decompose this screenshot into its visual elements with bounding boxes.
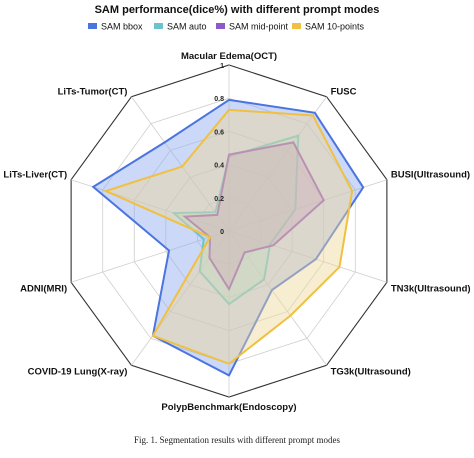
axis-label: LiTs-Tumor(CT) (58, 87, 128, 98)
series-layer (91, 98, 365, 377)
legend: SAM bbox SAM auto SAM mid-point SAM 10-poin… (88, 22, 365, 32)
grid-spoke (228, 96, 327, 232)
legend-label: SAM bbox (101, 22, 143, 32)
tick-label: 0.6 (214, 129, 224, 136)
axis-label: LiTs-Liver(CT) (3, 170, 67, 181)
legend-label: SAM auto (167, 22, 207, 32)
axis-label: Macular Edema(OCT) (181, 51, 277, 62)
axis-label: ADNI(MRI) (20, 283, 67, 294)
chart-title: SAM performance(dice%) with different pr… (95, 4, 380, 16)
legend-swatch (154, 23, 163, 29)
grid-spoke (131, 230, 230, 366)
axis-label: TG3k(Ultrasound) (331, 366, 411, 377)
legend-label: SAM 10-points (305, 22, 365, 32)
grid-spoke (131, 96, 230, 232)
legend-swatch (88, 23, 97, 29)
figure-caption: Fig. 1. Segmentation results with differ… (134, 435, 341, 445)
series-area-sam-auto (171, 134, 300, 306)
tick-label: 0.4 (214, 163, 224, 170)
series-area-sam-10-points (103, 108, 354, 365)
grid-spoke (228, 230, 387, 283)
axis-label: FUSC (331, 87, 357, 98)
axis-labels: Macular Edema(OCT) FUSC BUSI(Ultrasound) TN… (3, 51, 470, 413)
series-area-sam-mid-point (182, 141, 325, 292)
grid-spoke (228, 179, 387, 232)
grid-spoke (71, 179, 230, 232)
axis-label: PolypBenchmark(Endoscopy) (161, 402, 296, 413)
tick-label: 0 (220, 229, 224, 236)
radial-ticks: 0 0.2 0.4 0.6 0.8 1 (214, 63, 224, 236)
axis-label: BUSI(Ultrasound) (391, 170, 470, 181)
legend-swatch (216, 23, 225, 29)
legend-label: SAM mid-point (229, 22, 289, 32)
legend-swatch (292, 23, 301, 29)
axis-label: COVID-19 Lung(X-ray) (28, 366, 128, 377)
radar-grid (70, 64, 388, 398)
axis-label: TN3k(Ultrasound) (391, 283, 471, 294)
series-area-sam-bbox (91, 98, 365, 377)
tick-label: 0.8 (214, 96, 224, 103)
tick-label: 1 (220, 63, 224, 70)
tick-label: 0.2 (214, 196, 224, 203)
